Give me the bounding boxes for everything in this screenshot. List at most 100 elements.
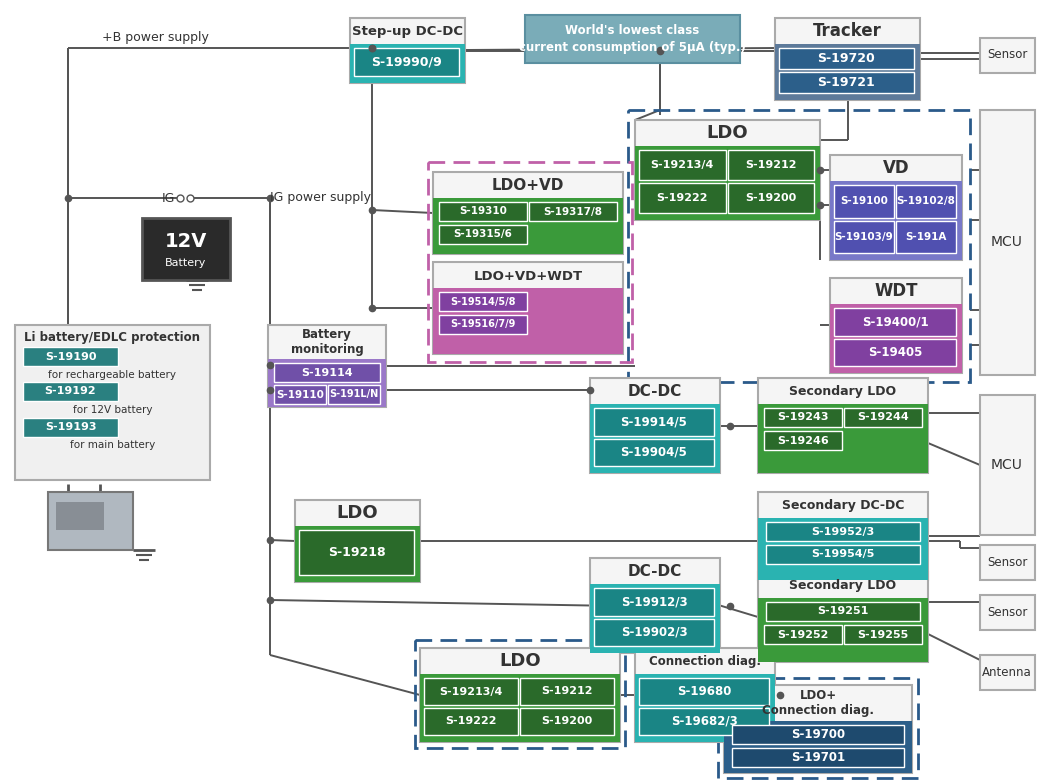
Text: VD: VD [883, 159, 909, 177]
Text: S-19252: S-19252 [777, 630, 829, 640]
Text: S-19516/7/9: S-19516/7/9 [450, 319, 516, 330]
Text: S-19114: S-19114 [302, 367, 353, 377]
Bar [350, 44, 465, 83]
Text: Sensor: Sensor [987, 555, 1028, 568]
Bar [639, 708, 769, 735]
Text: S-19514/5/8: S-19514/5/8 [450, 297, 516, 306]
Bar [295, 526, 420, 582]
Bar [758, 572, 928, 662]
Bar [439, 202, 527, 221]
Bar [639, 678, 769, 705]
Bar [268, 325, 386, 407]
Bar [724, 721, 912, 773]
Text: S-191L/N: S-191L/N [330, 389, 379, 399]
Text: S-19222: S-19222 [656, 193, 708, 203]
Bar [766, 522, 920, 541]
Text: current consumption of 5μA (typ.): current consumption of 5μA (typ.) [519, 41, 746, 53]
Bar [525, 15, 740, 63]
Text: DC-DC: DC-DC [628, 564, 682, 579]
Text: S-19212: S-19212 [541, 687, 593, 697]
Bar [764, 431, 842, 450]
Text: Secondary LDO: Secondary LDO [789, 385, 896, 399]
Bar [834, 221, 894, 253]
Text: S-19100: S-19100 [840, 197, 888, 206]
Bar [980, 395, 1035, 535]
Text: S-19102/8: S-19102/8 [896, 197, 956, 206]
Text: S-19200: S-19200 [542, 716, 593, 727]
Bar [764, 625, 842, 644]
Bar [844, 625, 922, 644]
Bar [520, 678, 614, 705]
Bar [775, 44, 920, 100]
Bar [590, 378, 720, 473]
Bar [328, 385, 380, 404]
Text: Sensor: Sensor [987, 605, 1028, 619]
Text: LDO+
Connection diag.: LDO+ Connection diag. [762, 689, 874, 717]
Bar [424, 708, 518, 735]
Text: Tracker: Tracker [813, 22, 882, 40]
Text: Antenna: Antenna [982, 666, 1032, 679]
Bar [639, 150, 726, 180]
Text: S-19218: S-19218 [328, 546, 385, 559]
Bar [354, 48, 459, 76]
Bar [844, 408, 922, 427]
Text: S-19246: S-19246 [777, 435, 829, 446]
Text: S-19952/3: S-19952/3 [811, 526, 875, 536]
Bar [529, 202, 617, 221]
Bar [439, 315, 527, 334]
Bar [830, 155, 962, 260]
Text: S-19192: S-19192 [45, 387, 97, 396]
Bar [732, 748, 904, 767]
Text: LDO+VD+WDT: LDO+VD+WDT [473, 269, 582, 283]
Text: S-19405: S-19405 [867, 346, 922, 359]
Bar [420, 674, 620, 742]
Text: S-19990/9: S-19990/9 [371, 56, 442, 68]
Bar [635, 674, 775, 742]
Bar [439, 292, 527, 311]
Bar [23, 382, 118, 401]
Text: Li battery/EDLC protection: Li battery/EDLC protection [25, 331, 201, 345]
Text: S-19310: S-19310 [459, 207, 506, 217]
Text: S-19212: S-19212 [745, 160, 797, 170]
Text: S-19902/3: S-19902/3 [621, 626, 687, 639]
Bar [15, 325, 210, 480]
Bar [764, 408, 842, 427]
Text: IG power supply: IG power supply [270, 192, 371, 204]
Bar [732, 725, 904, 744]
Bar [830, 304, 962, 373]
Text: Battery: Battery [165, 258, 207, 268]
Bar [590, 404, 720, 473]
Text: 12V: 12V [164, 232, 207, 251]
Bar [594, 438, 714, 466]
Bar [594, 408, 714, 435]
Bar [980, 655, 1035, 690]
Text: S-19103/9: S-19103/9 [835, 232, 893, 242]
Text: S-19190: S-19190 [45, 352, 97, 362]
Text: MCU: MCU [991, 235, 1023, 249]
Bar [980, 110, 1035, 375]
Text: S-19720: S-19720 [817, 52, 876, 65]
Bar [594, 619, 714, 646]
Text: S-19213/4: S-19213/4 [439, 687, 502, 697]
Text: S-19904/5: S-19904/5 [621, 446, 687, 459]
Text: LDO: LDO [337, 504, 379, 522]
Text: LDO+VD: LDO+VD [492, 179, 564, 193]
Text: Connection diag.: Connection diag. [649, 655, 761, 667]
Bar [142, 218, 230, 280]
Bar [56, 502, 104, 530]
Bar [766, 602, 920, 621]
Text: S-19700: S-19700 [791, 728, 846, 741]
Bar [420, 648, 620, 742]
Bar [834, 308, 956, 335]
Text: Step-up DC-DC: Step-up DC-DC [352, 24, 463, 38]
Bar [766, 545, 920, 564]
Text: WDT: WDT [875, 282, 917, 300]
Bar [834, 338, 956, 366]
Text: S-19721: S-19721 [817, 76, 876, 89]
Bar [896, 221, 956, 253]
Text: S-19251: S-19251 [817, 607, 868, 616]
Bar [779, 48, 914, 69]
Text: Sensor: Sensor [987, 49, 1028, 62]
Bar [350, 18, 465, 83]
Bar [23, 418, 118, 437]
